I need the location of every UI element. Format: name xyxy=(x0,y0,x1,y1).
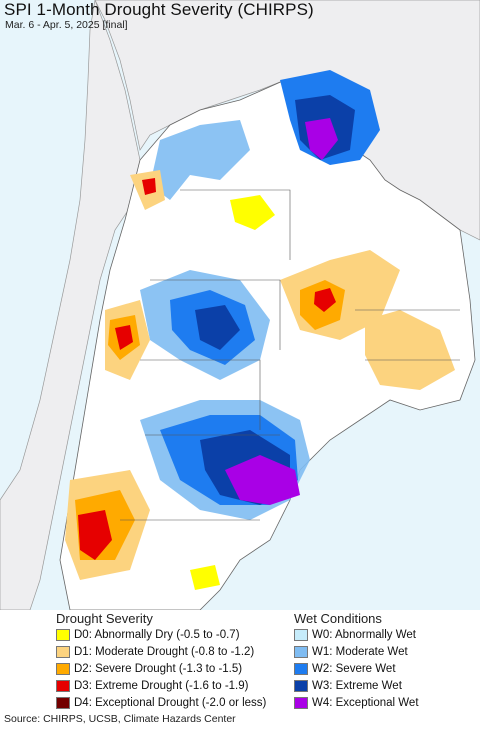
legend-item-d4: D4: Exceptional Drought (-2.0 or less) xyxy=(56,696,266,710)
swatch-w2 xyxy=(294,663,308,675)
swatch-w3 xyxy=(294,680,308,692)
legend-label-w1: W1: Moderate Wet xyxy=(312,646,408,658)
legend-item-w2: W2: Severe Wet xyxy=(294,662,396,676)
wet-w3-central xyxy=(195,305,240,350)
drought-d3-southwest xyxy=(78,510,112,560)
swatch-d4 xyxy=(56,697,70,709)
legend-label-d4: D4: Exceptional Drought (-2.0 or less) xyxy=(74,697,267,709)
legend-label-d3: D3: Extreme Drought (-1.6 to -1.9) xyxy=(74,680,249,692)
legend-item-w0: W0: Abnormally Wet xyxy=(294,628,416,642)
drought-d0-south xyxy=(190,565,220,590)
legend-drought-heading: Drought Severity xyxy=(56,611,153,626)
map-title: SPI 1-Month Drought Severity (CHIRPS) xyxy=(4,0,314,19)
swatch-d2 xyxy=(56,663,70,675)
map-canvas xyxy=(0,0,480,610)
legend-item-w3: W3: Extreme Wet xyxy=(294,679,402,693)
drought-map: SPI 1-Month Drought Severity (CHIRPS) Ma… xyxy=(0,0,480,610)
drought-d3-west xyxy=(115,325,133,350)
swatch-w1 xyxy=(294,646,308,658)
wet-w1-north xyxy=(150,120,250,200)
legend: Drought Severity Wet Conditions D0: Abno… xyxy=(0,610,480,710)
map-subtitle: Mar. 6 - Apr. 5, 2025 [final] xyxy=(5,19,128,31)
admin-borders xyxy=(120,189,460,521)
swatch-d0 xyxy=(56,629,70,641)
legend-item-w1: W1: Moderate Wet xyxy=(294,645,408,659)
drought-d1-uruguay xyxy=(365,310,455,390)
legend-label-w3: W3: Extreme Wet xyxy=(312,680,402,692)
legend-label-w2: W2: Severe Wet xyxy=(312,663,396,675)
legend-item-d1: D1: Moderate Drought (-0.8 to -1.2) xyxy=(56,645,254,659)
drought-d3-northwest xyxy=(142,178,156,195)
wet-w4-north xyxy=(305,118,338,160)
legend-label-d0: D0: Abnormally Dry (-0.5 to -0.7) xyxy=(74,629,240,641)
swatch-w4 xyxy=(294,697,308,709)
legend-item-d2: D2: Severe Drought (-1.3 to -1.5) xyxy=(56,662,242,676)
wet-w4-south xyxy=(225,455,300,505)
swatch-w0 xyxy=(294,629,308,641)
swatch-d1 xyxy=(56,646,70,658)
legend-item-w4: W4: Exceptional Wet xyxy=(294,696,419,710)
legend-item-d0: D0: Abnormally Dry (-0.5 to -0.7) xyxy=(56,628,240,642)
legend-wet-heading: Wet Conditions xyxy=(294,611,382,626)
drought-d3-east xyxy=(314,288,336,312)
legend-label-d1: D1: Moderate Drought (-0.8 to -1.2) xyxy=(74,646,255,658)
legend-label-w0: W0: Abnormally Wet xyxy=(312,629,416,641)
drought-d0-north xyxy=(230,195,275,230)
legend-label-d2: D2: Severe Drought (-1.3 to -1.5) xyxy=(74,663,243,675)
source-credit: Source: CHIRPS, UCSB, Climate Hazards Ce… xyxy=(4,713,236,725)
swatch-d3 xyxy=(56,680,70,692)
legend-item-d3: D3: Extreme Drought (-1.6 to -1.9) xyxy=(56,679,248,693)
legend-label-w4: W4: Exceptional Wet xyxy=(312,697,419,709)
